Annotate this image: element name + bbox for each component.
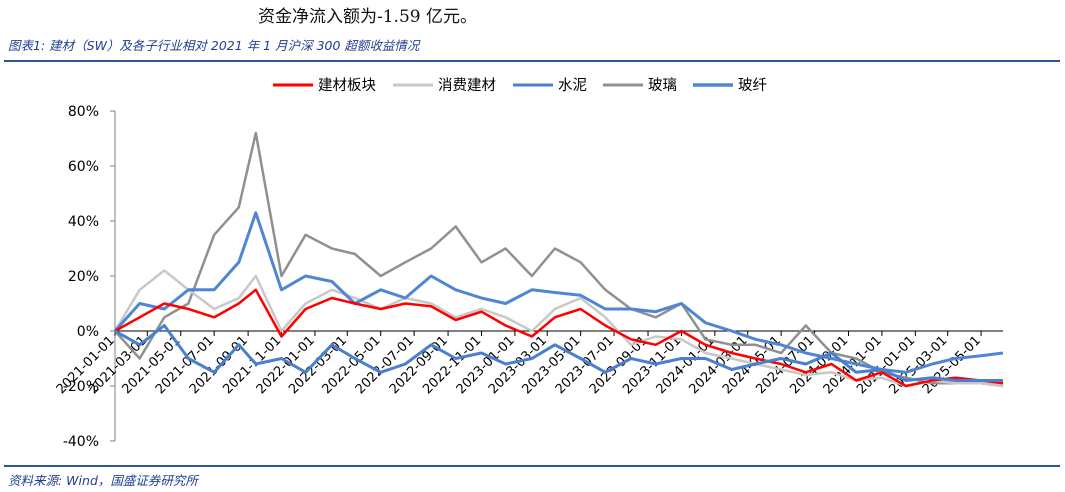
y-tick-label: 80% xyxy=(68,104,99,120)
legend-label: 玻纤 xyxy=(738,77,767,94)
y-tick-label: -40% xyxy=(63,434,99,450)
legend-label: 水泥 xyxy=(558,77,587,94)
y-tick-label: 0% xyxy=(77,324,99,340)
legend-label: 玻璃 xyxy=(648,77,677,94)
series-line-4 xyxy=(113,211,1004,374)
y-tick-label: 40% xyxy=(68,214,99,230)
figure-caption: 图表1: 建材（SW）及各子行业相对 2021 年 1 月沪深 300 超额收益… xyxy=(8,38,420,53)
y-axis: -40% -20% 0% 20% 40% 60% 80% xyxy=(63,104,116,450)
caption-rule xyxy=(4,60,1060,62)
series-line-2 xyxy=(114,324,1003,382)
top-text: 资金净流入额为-1.59 亿元。 xyxy=(258,7,477,27)
legend-label: 建材板块 xyxy=(318,76,376,94)
series-layer xyxy=(113,131,1004,388)
series-line-0 xyxy=(114,288,1004,388)
y-tick-label: -20% xyxy=(63,379,99,395)
y-tick-label: 60% xyxy=(68,159,99,175)
source-note: 资料来源: Wind，国盛证券研究所 xyxy=(8,473,198,488)
chart-legend: 建材板块 消费建材 水泥 玻璃 玻纤 xyxy=(273,76,767,94)
line-chart: 建材板块 消费建材 水泥 玻璃 玻纤 -40% -20% 0% 20% 40% 60% 80% 20… xyxy=(54,76,1004,450)
legend-label: 消费建材 xyxy=(438,77,496,94)
source-rule xyxy=(4,465,1060,467)
y-tick-label: 20% xyxy=(68,269,99,285)
series-line-3 xyxy=(114,131,1004,388)
